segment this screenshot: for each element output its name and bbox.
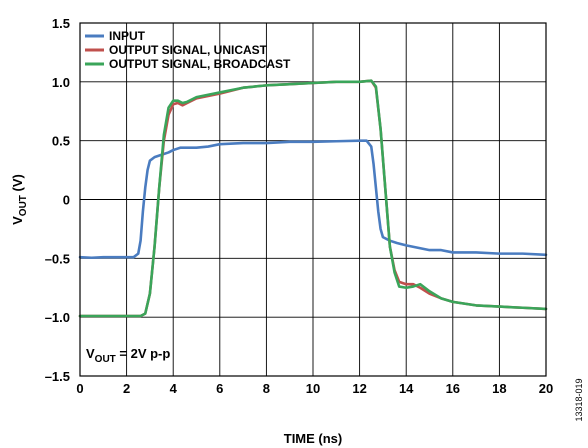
x-tick-label: 8 [263,381,270,396]
series-line-1 [78,139,548,260]
x-axis-title: TIME (ns) [284,431,343,446]
x-tick-label: 4 [170,381,178,396]
y-axis-title: VOUT (V) [10,174,29,225]
grid [79,22,547,377]
y-tick-label: 0 [63,193,70,208]
series-line-3 [78,79,548,318]
x-tick-label: 6 [216,381,223,396]
legend-label: INPUT [109,29,146,43]
x-tick-label: 14 [399,381,414,396]
y-tick-label: –0.5 [45,251,70,266]
y-tick-label: 0.5 [52,134,70,149]
x-tick-label: 16 [446,381,460,396]
y-tick-label: –1.5 [45,369,70,384]
y-tick-label: 1.5 [52,16,70,31]
x-tick-label: 12 [352,381,366,396]
series-layer [78,79,548,318]
y-tick-label: 1.0 [52,75,70,90]
y-axis-ticks: 1.5 1.0 0.5 0 –0.5 –1.0 –1.5 [45,16,70,384]
y-axis-title-rest: (V) [10,174,25,195]
legend-label: OUTPUT SIGNAL, BROADCAST [109,57,291,71]
x-tick-label: 18 [492,381,506,396]
y-axis-title-main: V [10,216,25,225]
x-tick-label: 10 [306,381,320,396]
plot-frame [79,22,547,377]
x-axis-ticks: 0 2 4 6 8 10 12 14 16 18 20 [76,381,553,396]
vout-annotation: VOUT = 2V p-p [86,346,170,365]
annotation-rest: = 2V p-p [116,346,171,361]
x-tick-label: 0 [76,381,83,396]
x-tick-label: 20 [539,381,553,396]
y-tick-label: –1.0 [45,310,70,325]
annotation-sub: OUT [95,354,116,365]
x-tick-label: 2 [123,381,130,396]
figure-id: 13318-019 [574,378,584,421]
annotation-main: V [86,346,95,361]
legend-label: OUTPUT SIGNAL, UNICAST [109,43,268,57]
y-axis-title-sub: OUT [18,195,29,216]
